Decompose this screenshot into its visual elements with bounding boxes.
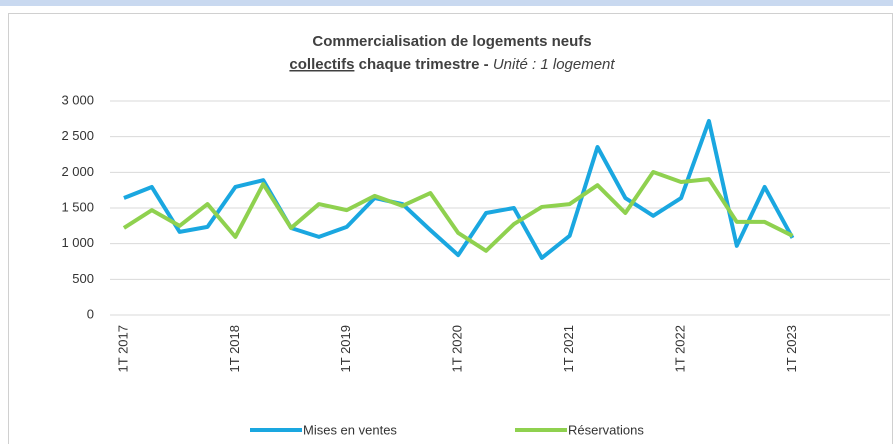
y-tick-label: 1 500 [61, 199, 94, 214]
y-tick-label: 0 [87, 306, 94, 321]
legend-label: Mises en ventes [303, 422, 397, 437]
x-tick-label: 1T 2018 [227, 325, 242, 372]
series-line [123, 118, 795, 260]
series-line [122, 169, 794, 253]
toolbar-strip [0, 0, 893, 6]
x-tick-label: 1T 2022 [673, 325, 688, 372]
legend-label: Réservations [568, 422, 644, 437]
x-tick-label: 1T 2021 [561, 325, 576, 372]
chart-subtitle: collectifs chaque trimestre - Unité : 1 … [289, 56, 615, 73]
y-tick-label: 500 [72, 271, 94, 286]
x-tick-label: 1T 2019 [338, 325, 353, 372]
x-tick-label: 1T 2017 [115, 325, 130, 372]
y-tick-label: 2 000 [61, 164, 94, 179]
y-tick-label: 2 500 [61, 128, 94, 143]
chart-frame [8, 13, 893, 444]
y-tick-label: 1 000 [61, 235, 94, 250]
x-tick-label: 1T 2023 [784, 325, 799, 372]
title-underlined: collectifs [289, 56, 354, 73]
title-bold: chaque trimestre - [359, 56, 489, 73]
chart-title: Commercialisation de logements neufs [312, 33, 591, 50]
x-tick-label: 1T 2020 [450, 325, 465, 372]
y-tick-label: 3 000 [61, 92, 94, 107]
title-italic: Unité : 1 logement [493, 56, 616, 73]
